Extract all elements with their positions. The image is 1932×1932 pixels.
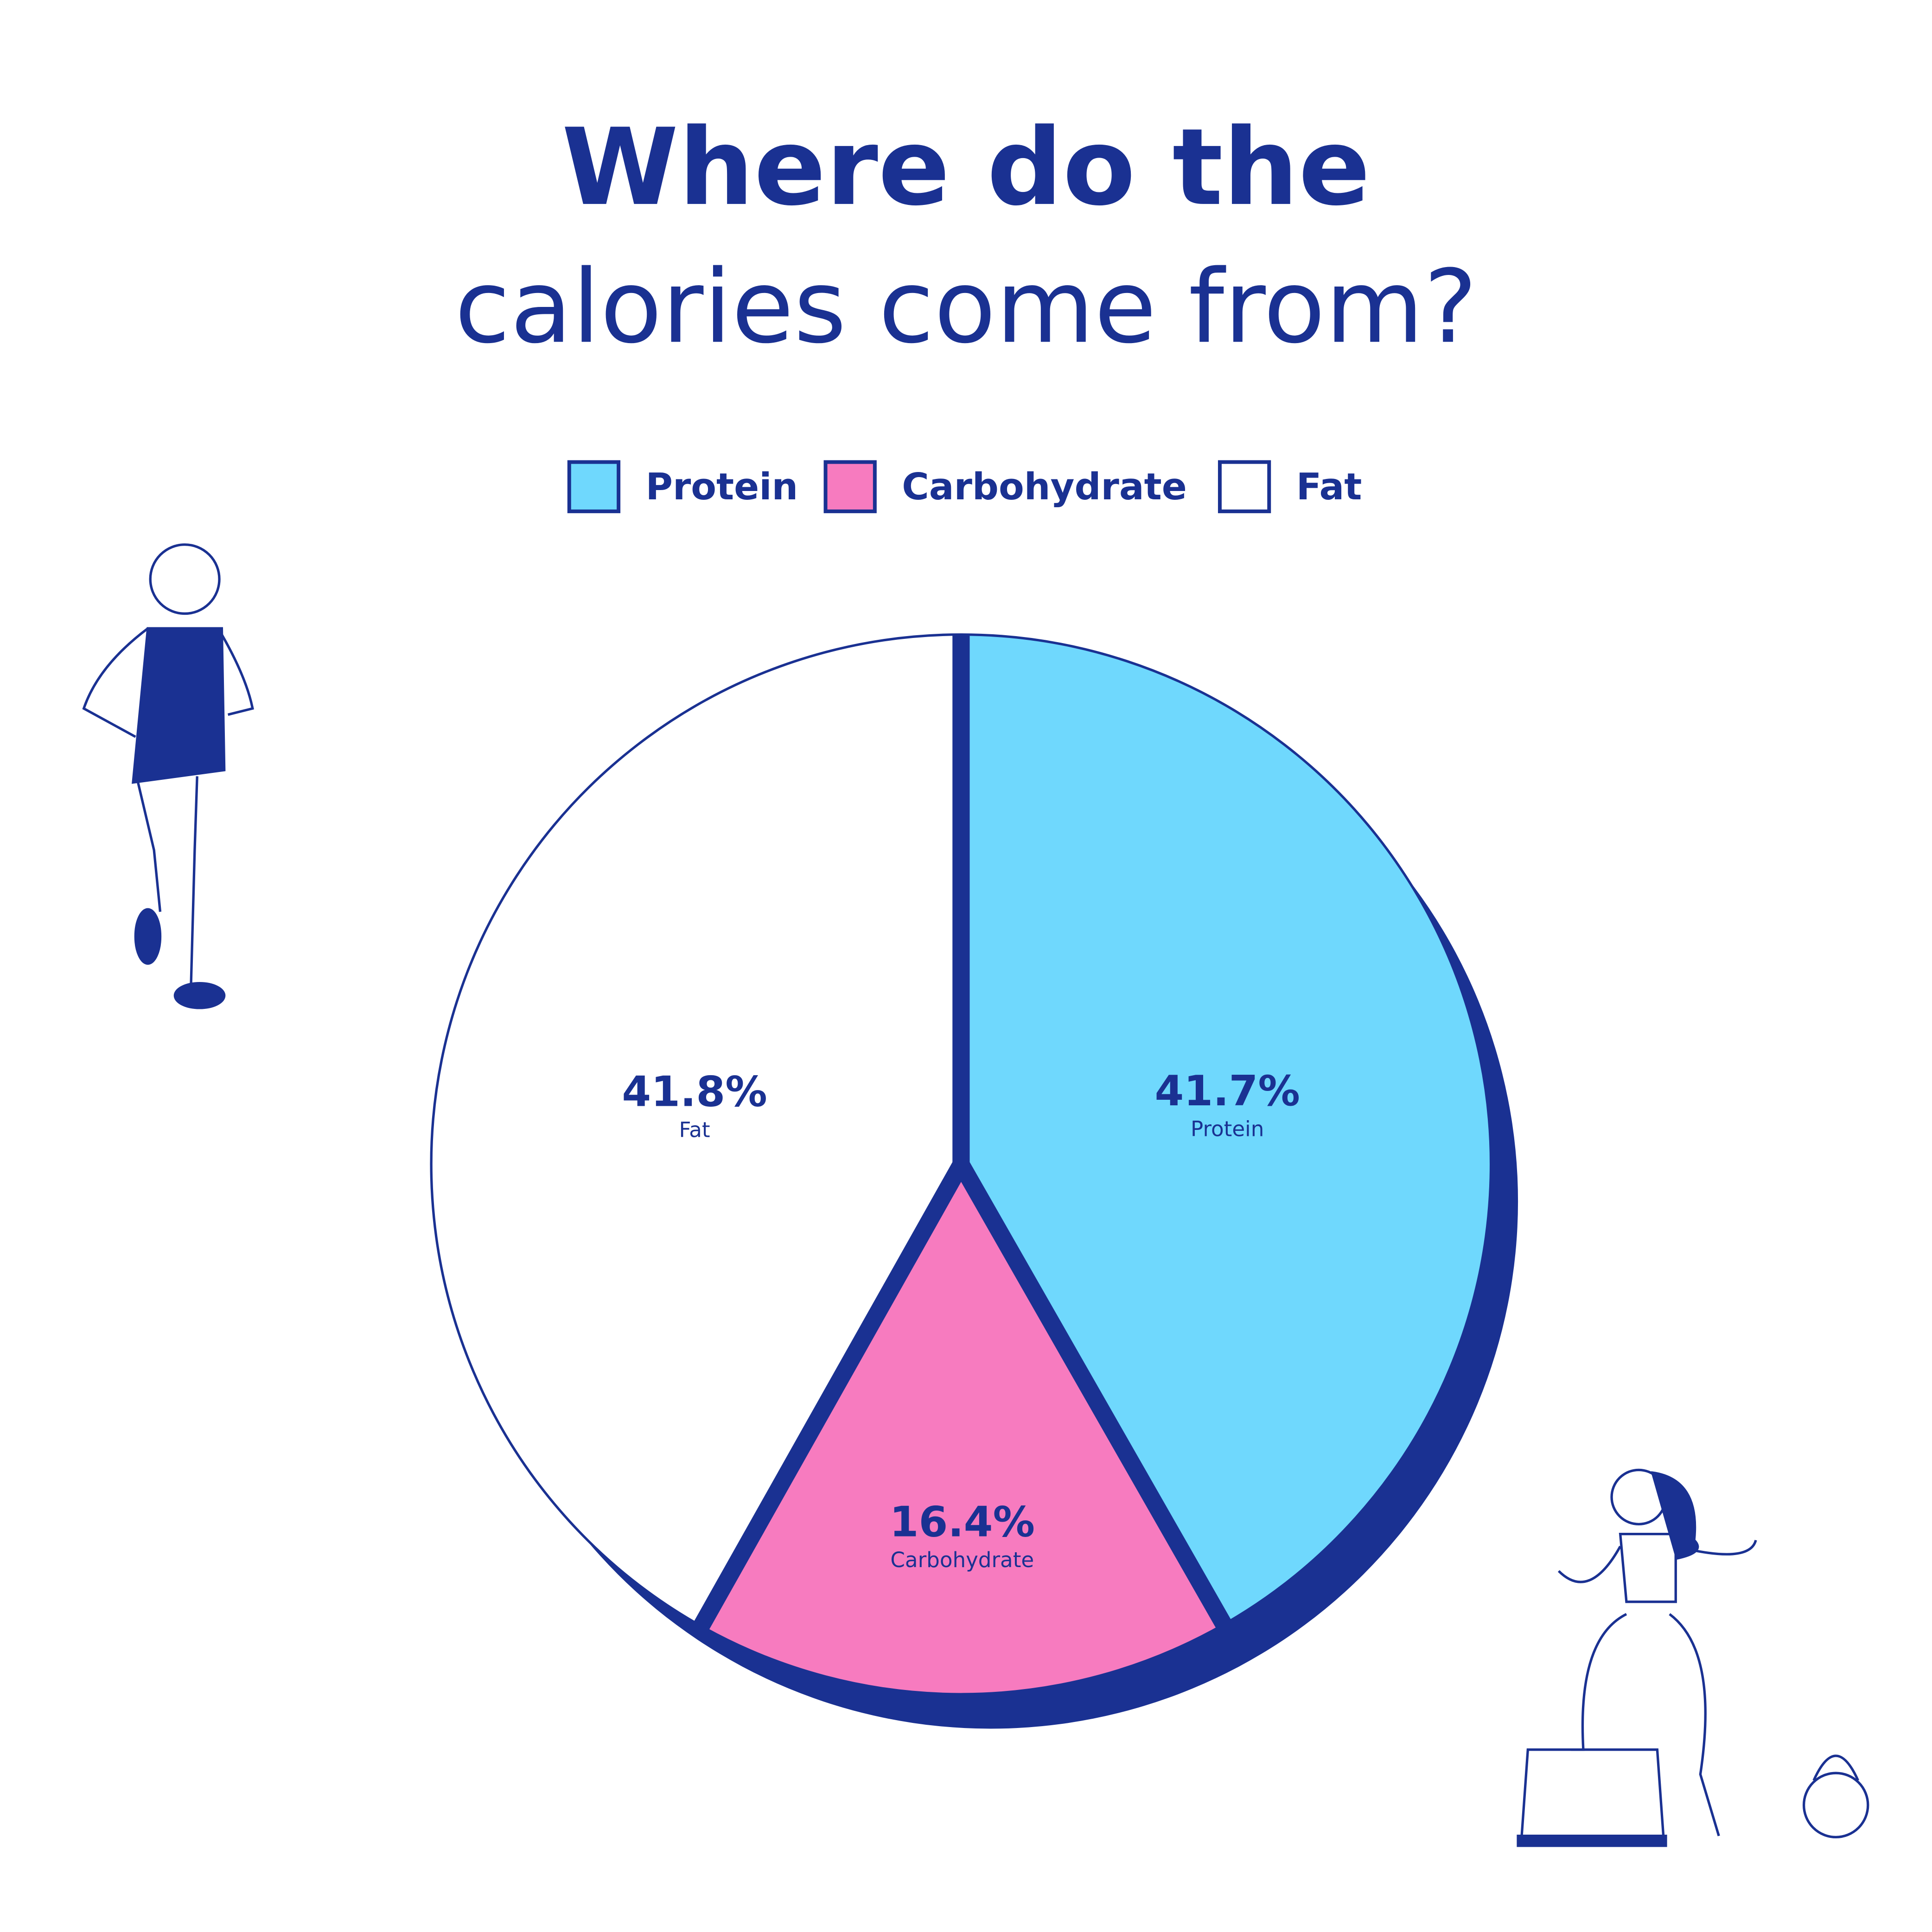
legend-label: Fat [1296, 465, 1362, 508]
value-label: 16.4% [890, 1498, 1035, 1546]
legend-swatch [1218, 460, 1271, 513]
legend-swatch [823, 460, 877, 513]
pie-slice [960, 633, 1492, 1626]
slice-separator [694, 1160, 969, 1631]
value-label: 41.8% [622, 1068, 767, 1116]
pie-slice [430, 633, 963, 1628]
legend-label: Protein [646, 465, 798, 508]
slice-category-label: Carbohydrate [890, 1548, 1034, 1572]
pie-slice [699, 1161, 1226, 1696]
legend-swatch [567, 460, 621, 513]
woman-illustration [1517, 1468, 1869, 1847]
value-label: 41.7% [1154, 1067, 1300, 1116]
legend-label: Carbohydrate [902, 465, 1187, 508]
chart-subtitle: calories come from? [455, 249, 1478, 366]
slice-category-label: Fat [679, 1117, 710, 1142]
slice-category-label: Protein [1191, 1117, 1264, 1141]
chart-title: Where do the [561, 106, 1370, 229]
runner-illustration [82, 543, 254, 1009]
slice-separator [953, 1160, 1231, 1629]
